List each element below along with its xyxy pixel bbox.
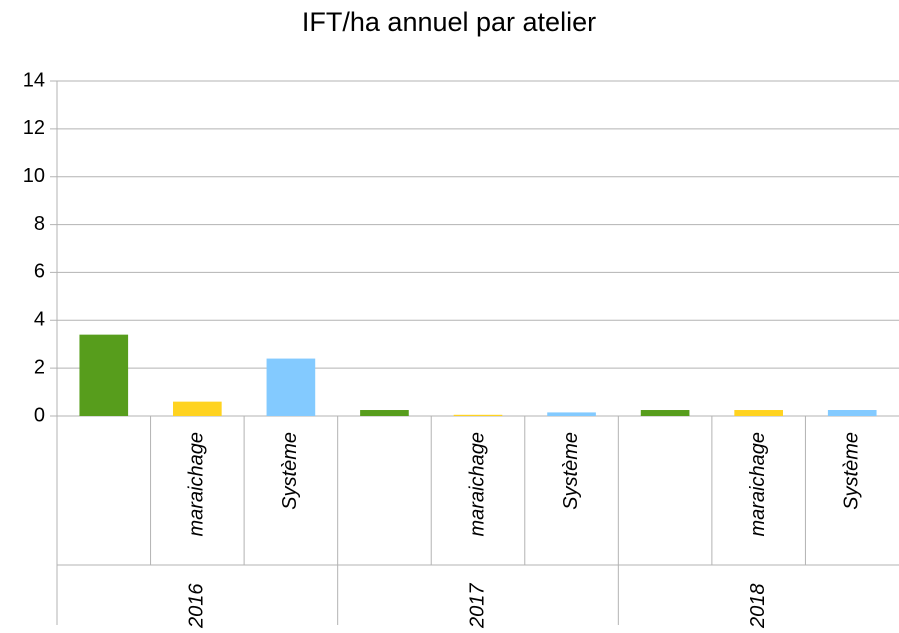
y-tick-label: 0: [34, 404, 45, 426]
group-label: 2017: [466, 583, 488, 629]
x-tick-label: Système: [841, 432, 863, 510]
x-tick-label: Système: [560, 432, 582, 510]
bar: [360, 410, 409, 416]
y-tick-label: 6: [34, 261, 45, 283]
bar: [79, 334, 129, 416]
group-label: 2018: [747, 584, 769, 630]
y-tick-label: 14: [23, 69, 45, 91]
y-tick-label: 10: [23, 165, 45, 187]
chart-title: IFT/ha annuel par atelier: [302, 7, 596, 37]
bar: [734, 410, 783, 416]
bar: [547, 412, 596, 416]
x-tick-label: maraichage: [466, 432, 488, 537]
x-tick-label: maraichage: [186, 432, 208, 537]
group-label: 2016: [186, 583, 208, 629]
y-tick-label: 12: [23, 117, 45, 139]
bar: [453, 414, 503, 416]
y-tick-label: 8: [34, 213, 45, 235]
bar: [266, 358, 316, 416]
x-tick-label: maraichage: [747, 432, 769, 537]
y-tick-label: 4: [34, 309, 45, 331]
bar: [640, 410, 690, 416]
bar: [827, 410, 877, 416]
x-tick-label: Système: [279, 432, 301, 510]
bar: [173, 401, 222, 416]
y-tick-label: 2: [34, 356, 45, 378]
